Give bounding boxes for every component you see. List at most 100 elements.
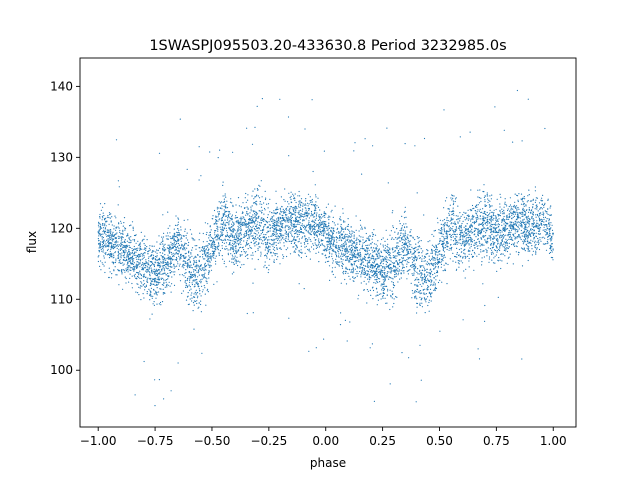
data-point <box>520 229 523 232</box>
data-point <box>439 230 441 232</box>
data-point <box>425 293 427 295</box>
data-point <box>528 226 530 228</box>
data-point <box>538 228 540 230</box>
data-point <box>113 225 115 227</box>
data-point <box>402 251 404 253</box>
data-point <box>165 274 167 276</box>
data-point <box>228 236 230 238</box>
data-point <box>460 255 462 257</box>
data-point <box>480 237 482 239</box>
data-point <box>222 214 225 216</box>
data-point <box>486 224 488 226</box>
data-point <box>310 215 312 217</box>
data-point <box>250 247 253 249</box>
data-point <box>499 246 501 248</box>
data-point <box>210 240 212 242</box>
data-point <box>235 260 238 262</box>
data-point <box>350 249 352 251</box>
data-point <box>505 250 507 252</box>
data-point <box>260 233 262 235</box>
data-point <box>472 214 474 216</box>
data-point <box>346 259 348 261</box>
data-point <box>368 249 370 251</box>
data-point <box>275 233 277 235</box>
data-point <box>203 247 205 249</box>
data-point <box>246 240 248 242</box>
data-point <box>435 262 437 264</box>
data-point <box>315 214 317 216</box>
data-point <box>295 209 297 211</box>
data-point <box>290 215 292 217</box>
data-point <box>288 226 290 228</box>
data-point <box>268 239 270 241</box>
data-point <box>506 216 508 218</box>
data-point <box>307 212 309 214</box>
data-point <box>438 232 440 234</box>
data-point <box>209 151 211 153</box>
data-point <box>283 211 285 213</box>
data-point <box>341 227 343 229</box>
data-point <box>401 215 403 217</box>
data-point <box>172 246 174 248</box>
data-point <box>378 268 380 270</box>
data-point <box>414 284 416 286</box>
data-point <box>526 229 529 231</box>
data-point <box>478 223 480 225</box>
data-point <box>463 236 465 238</box>
data-point <box>341 267 344 269</box>
data-point <box>294 214 296 216</box>
data-point <box>149 294 151 296</box>
data-point <box>185 269 187 271</box>
data-point <box>349 258 351 260</box>
data-point <box>202 277 205 279</box>
data-point <box>210 246 213 248</box>
data-point <box>375 269 378 271</box>
data-point <box>159 252 161 254</box>
data-point <box>217 228 219 230</box>
data-point <box>499 193 501 195</box>
data-point <box>262 230 264 232</box>
data-point <box>216 234 218 236</box>
data-point <box>494 249 497 252</box>
data-point <box>195 294 197 296</box>
data-point <box>540 200 543 202</box>
data-point <box>111 244 113 246</box>
data-point <box>496 227 498 229</box>
data-point <box>238 235 240 238</box>
data-point <box>440 259 442 261</box>
data-point <box>485 205 488 207</box>
data-point <box>408 357 410 359</box>
data-point <box>275 220 277 222</box>
data-point <box>358 260 360 262</box>
data-point <box>207 288 209 290</box>
data-point <box>345 251 347 253</box>
data-point <box>323 223 325 225</box>
data-point <box>392 210 394 212</box>
data-point <box>333 241 335 243</box>
data-point <box>344 242 346 244</box>
data-point <box>483 230 485 232</box>
data-point <box>205 304 207 306</box>
data-point <box>503 235 505 237</box>
data-point <box>508 246 510 248</box>
data-point <box>130 239 132 242</box>
data-point <box>163 270 166 272</box>
data-point <box>470 241 472 243</box>
data-point <box>398 220 401 222</box>
data-point <box>526 218 528 220</box>
data-point <box>199 293 201 295</box>
data-point <box>380 283 382 285</box>
data-point <box>361 245 363 248</box>
data-point <box>476 218 478 221</box>
data-point <box>164 254 166 256</box>
data-point <box>215 216 217 218</box>
data-point <box>269 198 271 200</box>
data-point <box>397 262 399 264</box>
data-point <box>197 285 199 287</box>
data-point <box>196 267 198 269</box>
data-point <box>265 238 267 240</box>
data-point <box>243 224 245 227</box>
data-point <box>445 262 447 264</box>
data-point <box>488 258 490 260</box>
data-point <box>181 274 183 276</box>
